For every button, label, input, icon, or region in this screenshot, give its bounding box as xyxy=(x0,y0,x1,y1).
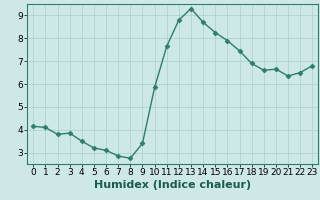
X-axis label: Humidex (Indice chaleur): Humidex (Indice chaleur) xyxy=(94,180,252,190)
